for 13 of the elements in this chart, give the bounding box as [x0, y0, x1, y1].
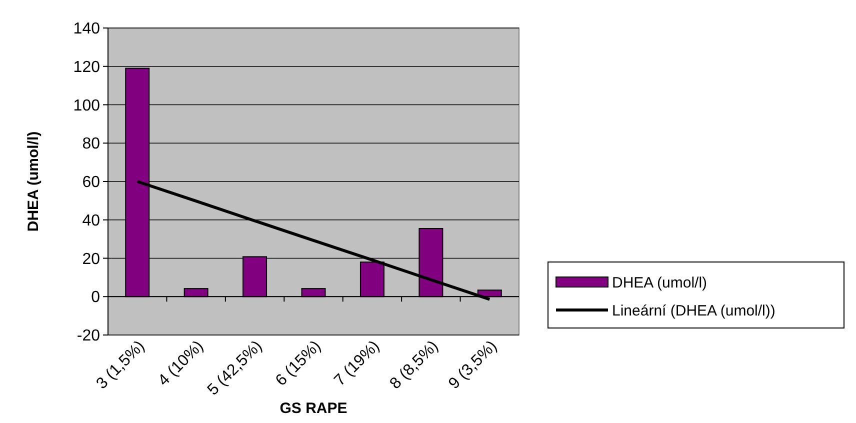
y-tick-label: 20 [82, 250, 100, 268]
y-tick-label: 40 [82, 212, 100, 230]
y-tick-label: 60 [82, 174, 100, 192]
legend-label: DHEA (umol/l) [612, 274, 708, 292]
y-tick-label: 80 [82, 136, 100, 153]
y-tick-label: 100 [73, 97, 100, 114]
y-axis-title: DHEA (umol/l) [25, 131, 42, 232]
y-tick-label: 0 [91, 289, 100, 306]
legend-label: Lineární (DHEA (umol/l)) [612, 302, 776, 320]
x-axis-title: GS RAPE [280, 400, 348, 417]
y-tick-label: 120 [73, 58, 100, 76]
y-tick-label: 140 [73, 20, 100, 38]
y-tick-label: -20 [76, 328, 100, 345]
